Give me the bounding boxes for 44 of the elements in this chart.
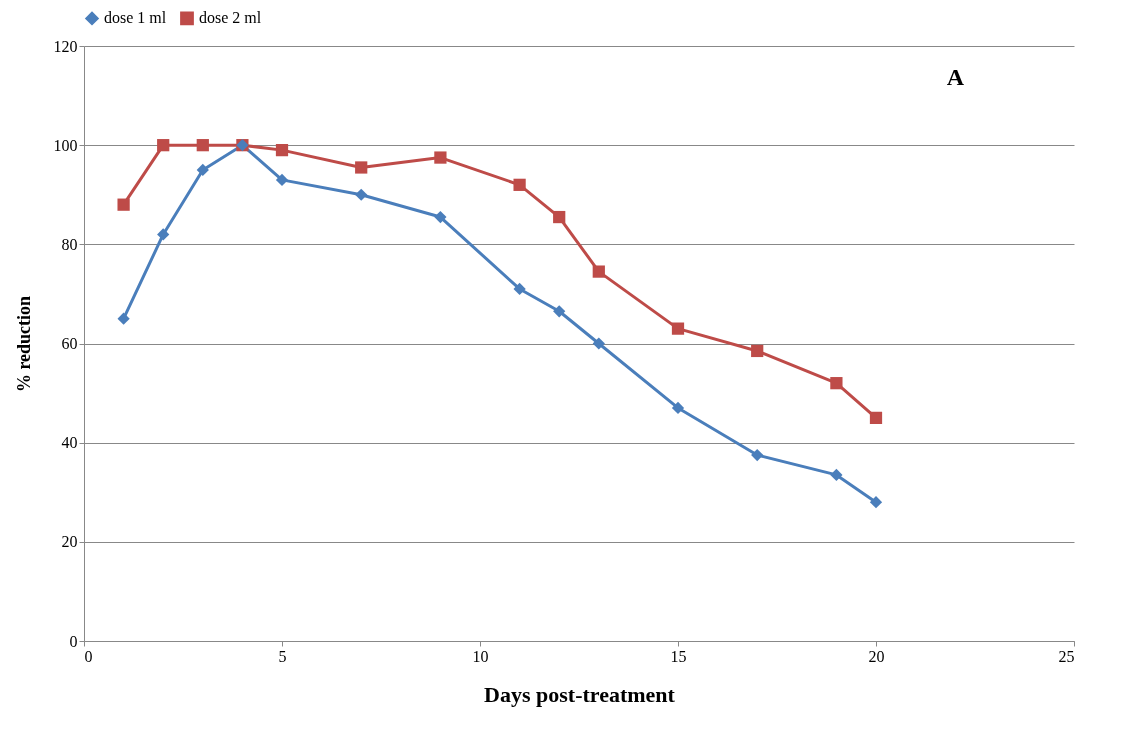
point [157,139,170,152]
point [751,344,764,358]
point [592,265,605,278]
y-tick-label: 120 [53,37,78,55]
point [830,377,843,390]
point [434,210,447,224]
point [513,178,526,191]
x-tick-label: 25 [1058,647,1075,665]
x-tick-label: 10 [472,647,489,665]
point [275,144,289,157]
point [553,210,566,224]
point [671,322,685,335]
legend-label: dose 2 ml [199,9,262,27]
point [117,312,130,325]
point [751,448,764,462]
x-tick-label: 5 [278,647,287,665]
y-tick-label: 40 [61,434,78,452]
x-tick-label: 15 [670,647,687,665]
y-tick-label: 80 [61,235,78,253]
x-tick-label: 0 [84,647,93,665]
y-tick-label: 100 [53,136,78,154]
y-axis-title: % reduction [13,295,34,393]
y-tick-label: 20 [61,533,78,551]
point [117,198,130,211]
point [553,305,566,318]
x-axis-title: Days post-treatment [484,681,676,707]
point [513,282,526,296]
point [434,151,447,164]
point [157,228,170,241]
annotation: A [946,64,965,90]
point [196,163,209,177]
point [275,173,289,186]
point [869,496,883,509]
point [355,161,368,174]
point [869,411,883,424]
y-tick-label: 60 [61,335,78,352]
point [592,337,605,350]
point [830,468,843,482]
point [671,401,685,415]
point [355,188,368,201]
y-tick-label: 0 [69,632,78,650]
legend-label: dose 1 ml [104,9,167,27]
x-tick-label: 20 [868,647,885,665]
point [196,139,209,152]
